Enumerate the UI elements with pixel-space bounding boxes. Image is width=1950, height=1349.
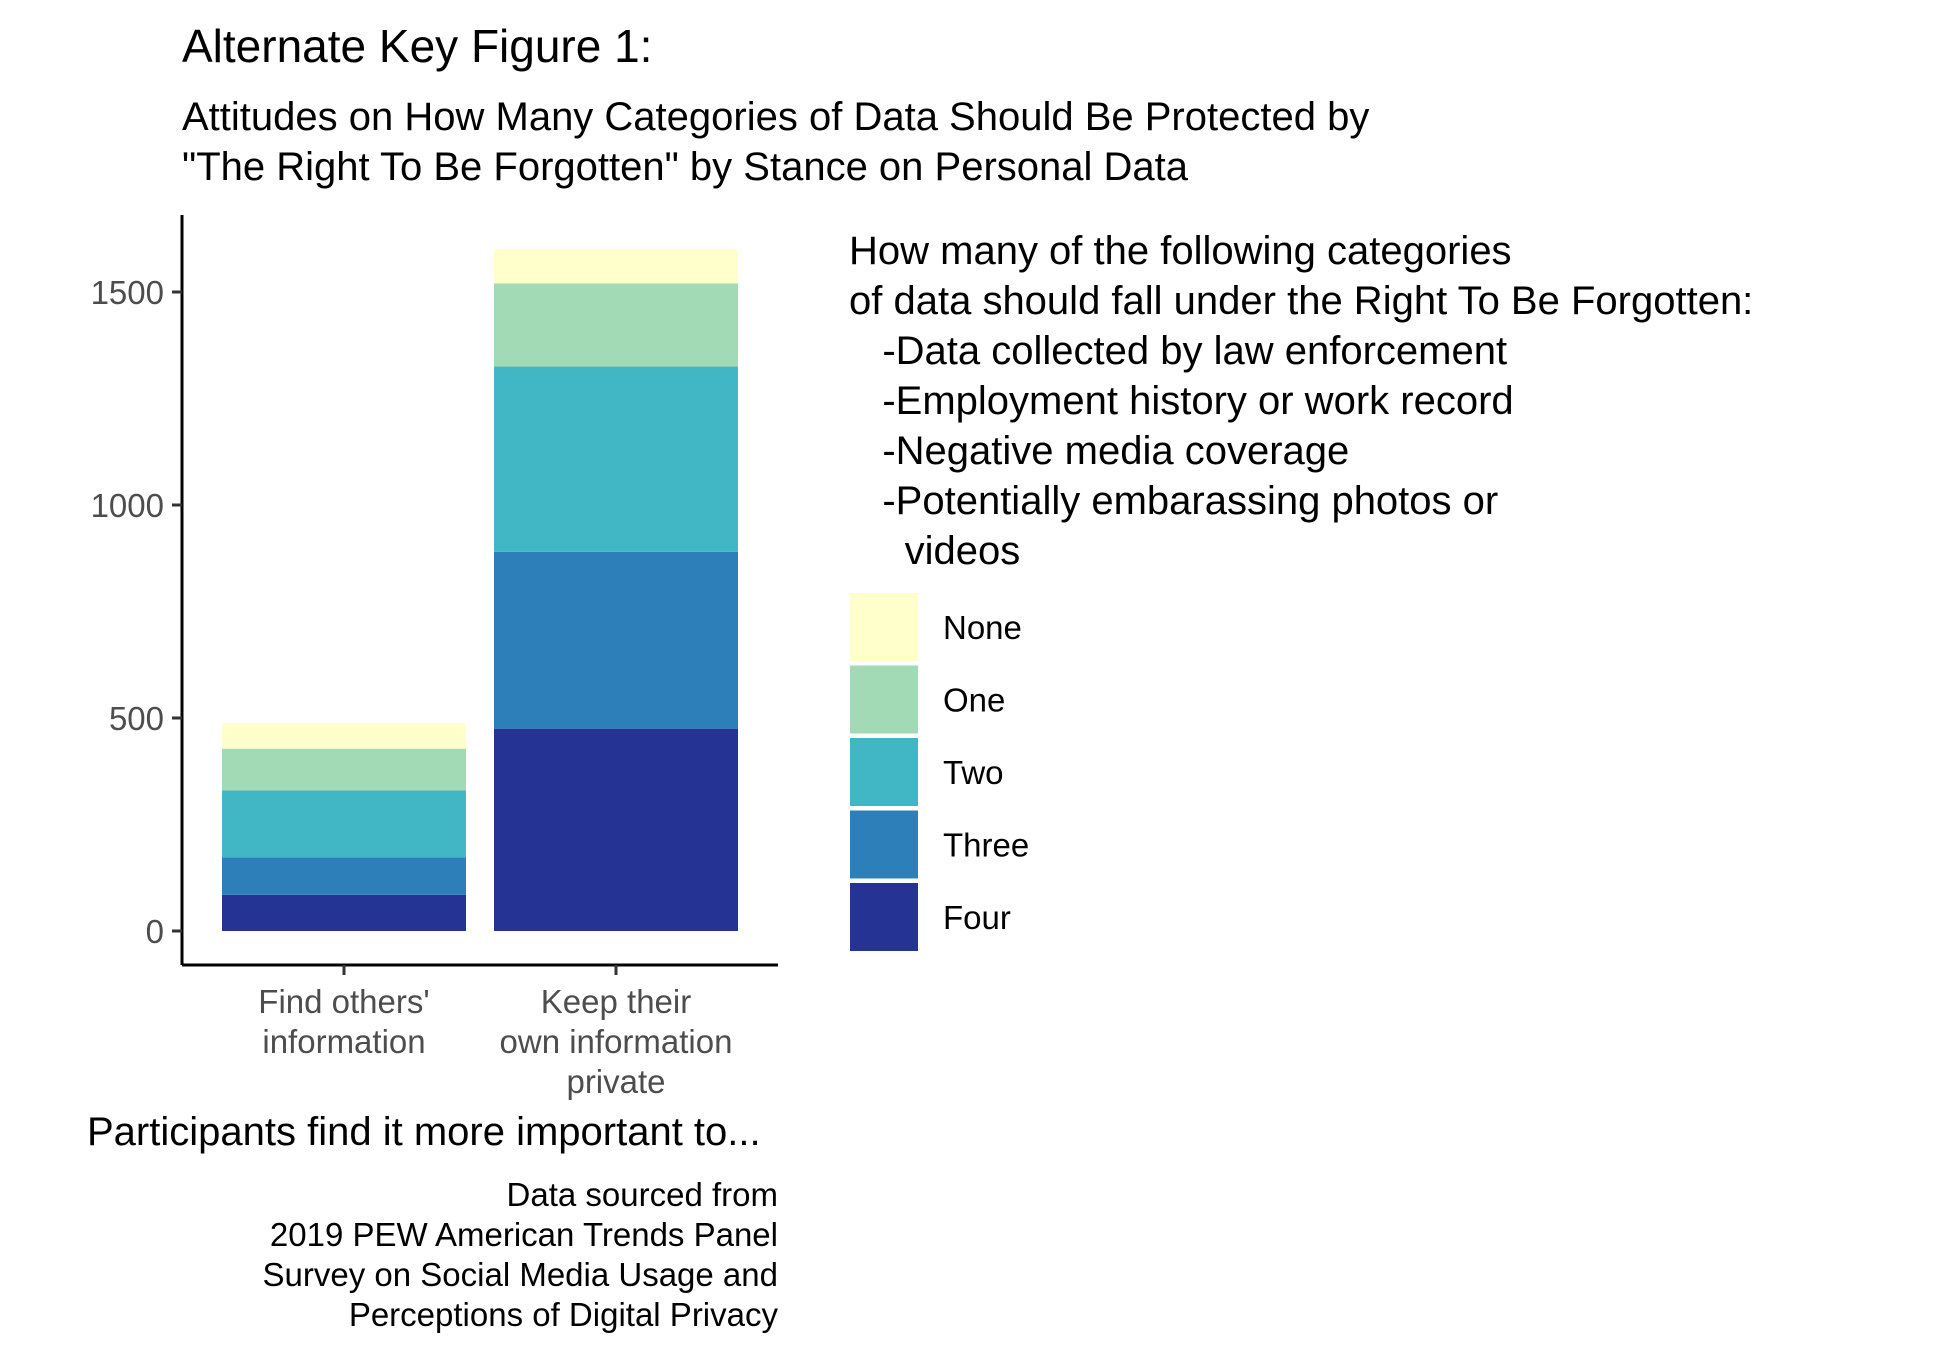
x-tick-label: private bbox=[566, 1063, 665, 1100]
bar-one-0 bbox=[222, 748, 466, 791]
legend-key-none bbox=[848, 591, 920, 663]
legend-title-line: of data should fall under the Right To B… bbox=[849, 279, 1753, 323]
chart-subtitle-line: Attitudes on How Many Categories of Data… bbox=[182, 95, 1369, 139]
legend-key-three bbox=[848, 808, 920, 881]
legend-title-line: -Employment history or work record bbox=[849, 379, 1514, 423]
chart-caption-line: Survey on Social Media Usage and bbox=[263, 1256, 778, 1293]
y-tick-label: 1000 bbox=[91, 487, 164, 524]
legend-key-one bbox=[848, 663, 920, 736]
y-tick-label: 1500 bbox=[91, 274, 164, 311]
bar-two-0 bbox=[222, 790, 466, 858]
legend-key-four bbox=[848, 881, 920, 953]
chart-caption-line: Data sourced from bbox=[507, 1176, 778, 1213]
bar-three-1 bbox=[494, 551, 738, 729]
legend-label-two: Two bbox=[943, 754, 1004, 791]
x-tick-label: Keep their bbox=[541, 983, 691, 1020]
bar-two-1 bbox=[494, 366, 738, 552]
legend-title-line: -Data collected by law enforcement bbox=[849, 329, 1507, 373]
legend-title-line: -Potentially embarassing photos or bbox=[849, 479, 1498, 523]
x-tick-label: own information bbox=[500, 1023, 733, 1060]
bar-three-0 bbox=[222, 857, 466, 895]
legend-label-four: Four bbox=[943, 899, 1011, 936]
y-tick-label: 500 bbox=[109, 700, 164, 737]
legend-label-one: One bbox=[943, 682, 1005, 719]
bar-four-0 bbox=[222, 894, 466, 931]
x-tick-label: Find others' bbox=[258, 983, 429, 1020]
x-axis-title: Participants find it more important to..… bbox=[87, 1110, 761, 1154]
chart-title: Alternate Key Figure 1: bbox=[182, 20, 652, 72]
legend-key-two bbox=[848, 736, 920, 808]
legend-label-three: Three bbox=[943, 827, 1029, 864]
bar-four-1 bbox=[494, 728, 738, 931]
legend-title-line: videos bbox=[849, 529, 1020, 573]
chart-caption-line: 2019 PEW American Trends Panel bbox=[270, 1216, 778, 1253]
y-tick-label: 0 bbox=[146, 913, 164, 950]
bar-none-1 bbox=[494, 249, 738, 284]
x-tick-label: information bbox=[262, 1023, 425, 1060]
bar-one-1 bbox=[494, 283, 738, 367]
legend-title-line: How many of the following categories bbox=[849, 229, 1512, 273]
legend-title-line: -Negative media coverage bbox=[849, 429, 1349, 473]
legend-label-none: None bbox=[943, 609, 1022, 646]
chart-subtitle-line: "The Right To Be Forgotten" by Stance on… bbox=[182, 145, 1189, 189]
chart-caption-line: Perceptions of Digital Privacy bbox=[349, 1296, 779, 1333]
bar-none-0 bbox=[222, 723, 466, 749]
